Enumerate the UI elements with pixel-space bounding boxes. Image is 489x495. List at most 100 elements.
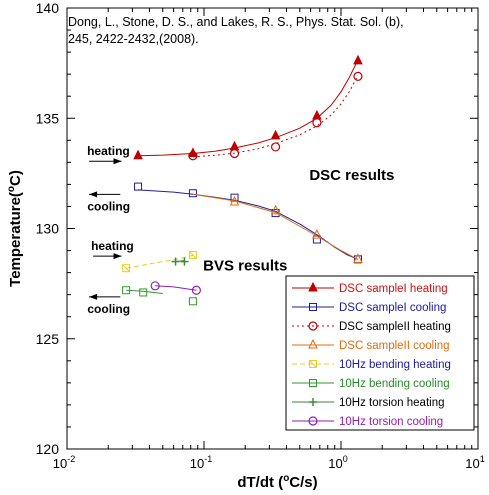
data-point <box>229 140 240 151</box>
data-point-shape <box>188 250 197 259</box>
data-point-shape <box>353 71 363 81</box>
plot-area <box>122 54 363 306</box>
citation-line-2: 245, 2422-2432,(2008). <box>68 32 199 46</box>
data-point <box>270 142 281 152</box>
series-line <box>137 59 359 157</box>
data-point-shape <box>122 264 131 273</box>
x-tick-label: 101 <box>465 454 484 471</box>
data-point <box>270 204 281 215</box>
data-point <box>353 71 363 81</box>
data-point <box>133 149 143 160</box>
data-point <box>180 257 189 266</box>
data-point-shape <box>229 148 240 159</box>
data-point-shape <box>229 140 240 151</box>
legend-marker <box>308 321 318 331</box>
legend-label: 10Hz torsion cooling <box>339 416 443 428</box>
data-point <box>270 129 281 140</box>
data-point-shape <box>139 288 148 297</box>
legend-marker <box>309 379 317 387</box>
data-point-shape <box>188 189 197 198</box>
legend-entry-8: 10Hz torsion cooling <box>292 416 443 428</box>
y-tick-label: 135 <box>36 110 60 126</box>
data-point <box>191 285 201 295</box>
legend: DSC sampleI heating DSC sampleI cooling DS… <box>285 275 475 431</box>
arrow-heating: heating <box>91 239 134 260</box>
arrow-head <box>89 191 98 198</box>
legend-marker-shape <box>309 360 317 368</box>
data-point <box>229 195 240 206</box>
arrow-label: cooling <box>87 199 130 213</box>
data-point <box>122 286 131 295</box>
y-axis-label: Temperature(oC) <box>6 170 24 287</box>
legend-marker <box>309 360 317 368</box>
series-line <box>192 193 359 260</box>
legend-entry-6: 10Hz bending cooling <box>292 378 450 390</box>
data-point <box>188 297 197 306</box>
series-line <box>126 289 163 294</box>
data-point <box>353 54 363 65</box>
x-axis-label: dT/dt (oC/s) <box>237 473 317 491</box>
legend-entry-5: 10Hz bending heating <box>292 359 451 371</box>
arrow-label: heating <box>91 239 134 253</box>
y-tick-label: 130 <box>36 221 60 237</box>
legend-marker <box>308 281 318 292</box>
y-tick-label: 140 <box>36 0 60 16</box>
y-tick-label: 125 <box>36 331 60 347</box>
arrow-heating: heating <box>87 144 130 165</box>
series-2 <box>134 182 362 264</box>
data-point-shape <box>270 142 281 152</box>
data-point <box>139 288 148 297</box>
legend-entry-3: DSC sampleII heating <box>292 321 451 333</box>
legend-label: 10Hz torsion heating <box>339 397 444 409</box>
y-tick-label: 120 <box>36 441 60 457</box>
arrow-head <box>113 158 122 165</box>
legend-marker-shape <box>309 379 317 387</box>
legend-marker <box>309 303 317 311</box>
x-tick-label: 10-1 <box>190 454 212 471</box>
legend-label: DSC sampleII heating <box>339 321 451 333</box>
annotation-label: BVS results <box>203 257 287 274</box>
data-point <box>229 148 240 159</box>
arrow-label: cooling <box>87 302 130 316</box>
legend-entry-1: DSC sampleI heating <box>292 281 448 295</box>
data-point <box>353 253 363 263</box>
citation-line-1: Dong, L., Stone, D. S., and Lakes, R. S.… <box>68 15 404 29</box>
annotation-label: DSC results <box>309 167 394 184</box>
legend-entry-2: DSC sampleI cooling <box>292 302 446 314</box>
series-8 <box>150 281 201 295</box>
series-line <box>126 254 194 269</box>
data-point <box>122 264 131 273</box>
legend-marker-shape <box>309 303 317 311</box>
data-point <box>171 257 180 266</box>
data-point <box>312 118 322 128</box>
series-line <box>192 75 359 158</box>
annotations: DSC results BVS results heating cooling heat… <box>87 144 394 316</box>
data-point-cross <box>189 251 197 259</box>
data-point <box>188 151 198 161</box>
legend-marker-cross <box>309 360 317 368</box>
legend-label: DSC sampleI cooling <box>339 302 446 314</box>
data-point <box>312 228 322 239</box>
x-tick-label: 100 <box>328 454 347 471</box>
x-tick-label: 10-2 <box>53 454 75 471</box>
legend-label: DSC sampleII cooling <box>339 340 450 352</box>
data-point-shape <box>353 54 363 65</box>
legend-entry-4: DSC sampleII cooling <box>292 338 450 352</box>
data-point-shape <box>122 286 131 295</box>
data-point <box>150 281 160 291</box>
legend-label: DSC sampleI heating <box>339 283 448 295</box>
data-point-shape <box>188 151 198 161</box>
data-point-shape <box>353 253 363 263</box>
arrow-head <box>89 293 98 300</box>
data-point-shape <box>134 182 143 191</box>
data-point-shape <box>270 129 281 140</box>
data-point-shape <box>133 149 143 160</box>
legend-label: 10Hz bending heating <box>339 359 451 371</box>
data-point-cross <box>122 264 130 272</box>
legend-marker-shape <box>308 338 318 349</box>
series-4 <box>192 193 363 263</box>
legend-marker <box>308 416 318 426</box>
series-line <box>137 189 359 260</box>
arrow-cooling: cooling <box>87 293 130 316</box>
